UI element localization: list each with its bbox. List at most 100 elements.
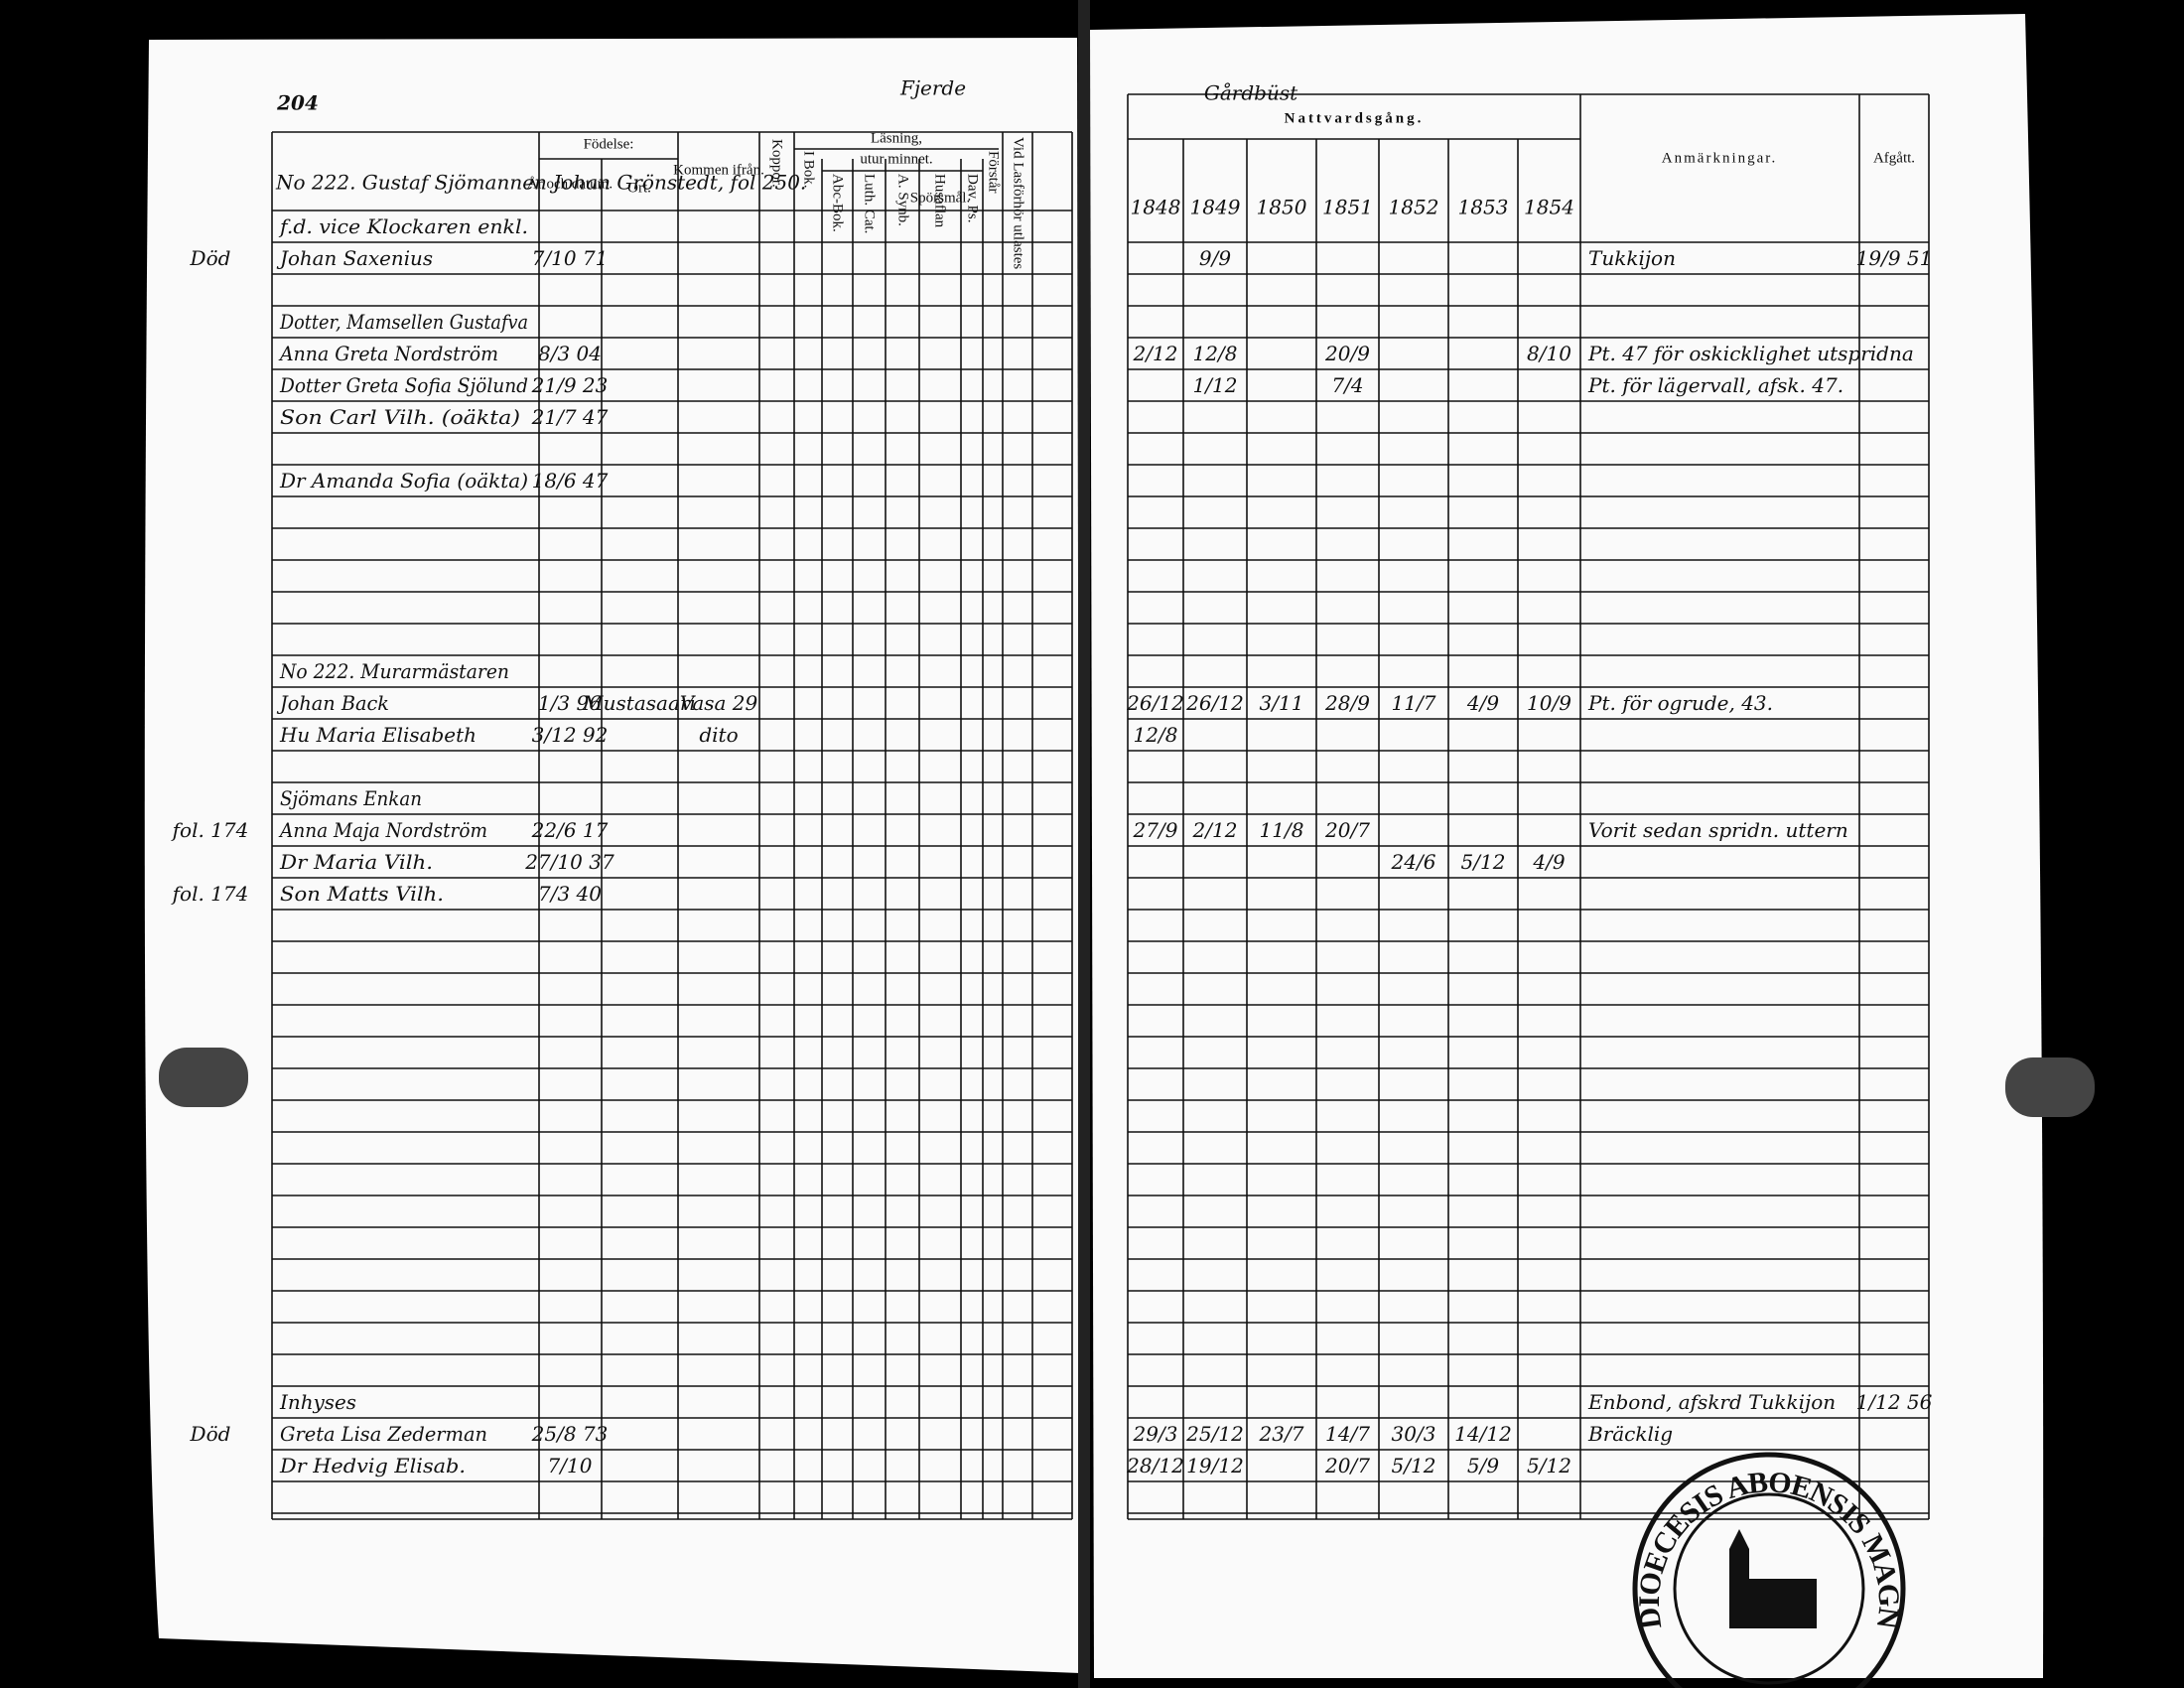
column-header: År och datum. — [527, 176, 613, 192]
entry-birth: 27/10 37 — [524, 850, 614, 874]
entry-name: Sjömans Enkan — [280, 786, 422, 810]
column-header: utur minnet. — [860, 151, 932, 167]
entry-name: Son Carl Vilh. (oäkta) — [280, 405, 520, 429]
communion-date: 23/7 — [1259, 1422, 1304, 1446]
column-header: Afgått. — [1873, 150, 1915, 166]
column-header: Nattvardsgång. — [1285, 110, 1425, 126]
entry-birth: 3/12 92 — [532, 723, 609, 747]
margin-note: fol. 174 — [171, 818, 249, 842]
communion-date: 19/12 — [1186, 1454, 1244, 1477]
entry-birth: 7/3 40 — [538, 882, 602, 906]
entry-birth: 25/8 73 — [531, 1422, 609, 1446]
page-title: Gårdbüst — [1204, 81, 1298, 105]
year-header: 1851 — [1322, 196, 1373, 219]
communion-date: 4/9 — [1466, 691, 1499, 715]
column-header: Koppor. — [769, 139, 785, 188]
communion-date: 8/10 — [1527, 342, 1571, 365]
binding-clip — [159, 1048, 248, 1107]
entry-name: Dotter Greta Sofia Sjölund — [279, 373, 528, 397]
entry-name: Hu Maria Elisabeth — [279, 723, 477, 747]
entry-name: Dr Maria Vilh. — [279, 850, 433, 874]
margin-note: fol. 174 — [171, 882, 249, 906]
communion-date: 5/12 — [1461, 850, 1506, 874]
year-header: 1850 — [1257, 196, 1307, 219]
column-header: Födelse: — [584, 136, 634, 152]
entry-birth: 22/6 17 — [531, 818, 609, 842]
entry-birth: 18/6 47 — [532, 469, 609, 492]
stamp-church — [1729, 1529, 1817, 1628]
entry-name: Inhyses — [279, 1390, 356, 1414]
entry-birth: 21/7 47 — [531, 405, 609, 429]
communion-date: 20/7 — [1324, 818, 1370, 842]
communion-date: 1/12 — [1193, 373, 1238, 397]
column-header: Luth. Cat. — [862, 174, 878, 233]
header-note: No 222. Gustaf Sjömannen Johan Grönstedt… — [275, 171, 806, 195]
column-header: I Bok. — [801, 151, 817, 189]
communion-date: 11/7 — [1392, 691, 1436, 715]
entry-name: Dr Hedvig Elisab. — [279, 1454, 466, 1477]
column-header: Förstår — [986, 151, 1002, 194]
remark: Tukkijon — [1588, 246, 1676, 270]
communion-date: 29/3 — [1133, 1422, 1178, 1446]
remark: Bräcklig — [1587, 1422, 1673, 1446]
entry-name: Anna Greta Nordström — [278, 342, 498, 365]
entry-name: Johan Saxenius — [276, 246, 433, 270]
column-header: Abc-Bok. — [830, 174, 846, 232]
year-header: 1848 — [1131, 196, 1181, 219]
column-header: Ort. — [627, 180, 651, 196]
communion-date: 3/11 — [1260, 691, 1304, 715]
communion-date: 20/7 — [1324, 1454, 1370, 1477]
year-header: 1853 — [1458, 196, 1509, 219]
remark: Enbond, afskrd Tukkijon — [1587, 1390, 1836, 1414]
remark: Pt. för ogrude, 43. — [1587, 691, 1773, 715]
stamp-ring — [1673, 1492, 1865, 1685]
communion-date: 5/12 — [1392, 1454, 1436, 1477]
column-header: A. Synb. — [895, 174, 911, 226]
communion-date: 5/12 — [1527, 1454, 1571, 1477]
communion-date: 26/12 — [1126, 691, 1184, 715]
entry-name: Greta Lisa Zederman — [280, 1422, 487, 1446]
communion-date: 14/7 — [1325, 1422, 1370, 1446]
margin-note: Död — [190, 246, 231, 270]
entry-name: Son Matts Vilh. — [280, 882, 444, 906]
communion-date: 30/3 — [1392, 1422, 1436, 1446]
communion-date: 28/9 — [1324, 691, 1370, 715]
column-header: Anmärkningar. — [1662, 150, 1777, 166]
communion-date: 10/9 — [1527, 691, 1571, 715]
entry-name: Anna Maja Nordström — [278, 818, 487, 842]
departed-date: 1/12 56 — [1856, 1390, 1933, 1414]
communion-date: 9/9 — [1199, 246, 1231, 270]
communion-date: 14/12 — [1454, 1422, 1512, 1446]
column-header: Vid Lasförhör utlastes — [1011, 137, 1026, 269]
entry-name: Dotter, Mamsellen Gustafva — [279, 310, 528, 334]
entry-birth: 1/3 96 — [538, 691, 602, 715]
left-page — [144, 38, 1080, 1673]
remark: Pt. 47 för oskicklighet utspridna — [1587, 342, 1914, 365]
communion-date: 7/4 — [1331, 373, 1363, 397]
page-number: 204 — [276, 91, 319, 115]
year-header: 1852 — [1389, 196, 1439, 219]
entry-name: No 222. Murarmästaren — [279, 659, 509, 683]
communion-date: 11/8 — [1260, 818, 1304, 842]
entry-birth: 7/10 — [548, 1454, 593, 1477]
communion-date: 4/9 — [1532, 850, 1565, 874]
column-header: Husaflan — [932, 174, 948, 228]
margin-note: Död — [190, 1422, 231, 1446]
entry-name: Johan Back — [276, 691, 389, 715]
page-title: Fjerde — [899, 76, 966, 100]
communion-date: 28/12 — [1126, 1454, 1184, 1477]
entry-birth: 8/3 04 — [538, 342, 602, 365]
communion-date: 24/6 — [1391, 850, 1436, 874]
stamp-ring — [1632, 1452, 1906, 1688]
communion-date: 27/9 — [1133, 818, 1178, 842]
spine — [1078, 0, 1090, 1688]
year-header: 1854 — [1524, 196, 1574, 219]
column-header: Kommen ifrån. — [673, 162, 764, 178]
remark: Vorit sedan spridn. uttern — [1588, 818, 1848, 842]
communion-date: 5/9 — [1467, 1454, 1499, 1477]
departed-date: 19/9 51 — [1856, 246, 1933, 270]
column-header: Spörsmål. — [910, 190, 970, 206]
communion-date: 26/12 — [1185, 691, 1244, 715]
communion-date: 2/12 — [1192, 818, 1238, 842]
